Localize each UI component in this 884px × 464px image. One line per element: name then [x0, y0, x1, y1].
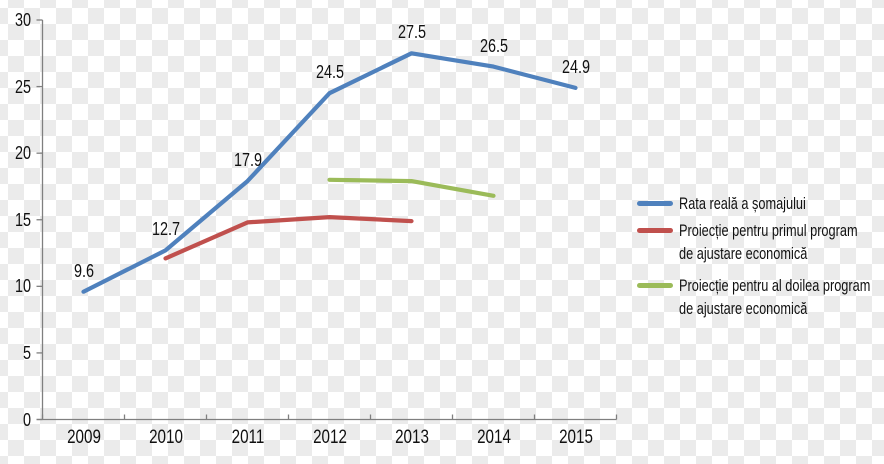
legend-label-line2: de ajustare economică [679, 244, 808, 263]
y-axis-label: 5 [22, 342, 31, 363]
legend-item-actual-rate: Rata reală a șomajului [637, 192, 883, 215]
y-axis-label: 10 [14, 276, 32, 297]
legend-label-line1: Proiecție pentru primul program [679, 221, 858, 240]
x-axis-label: 2011 [231, 427, 264, 448]
y-axis-label: 0 [22, 409, 31, 430]
series-line-1 [163, 215, 414, 261]
chart-legend: Rata reală a șomajului Proiecție pentru … [637, 192, 883, 320]
series-line-0 [81, 51, 578, 294]
legend-label-line2: de ajustare economică [679, 299, 808, 318]
x-axis-label: 2010 [148, 427, 183, 448]
x-axis-label: 2013 [394, 427, 429, 448]
data-label: 17.9 [233, 150, 262, 171]
y-axis-label: 15 [14, 209, 32, 230]
y-axis-label: 20 [14, 143, 32, 164]
x-axis-label: 2012 [312, 427, 347, 448]
data-label: 24.9 [561, 56, 590, 77]
data-label: 26.5 [479, 35, 508, 56]
series-line-2 [327, 177, 496, 198]
legend-label: Proiecție pentru primul program de ajust… [679, 219, 858, 265]
y-axis-label: 30 [14, 10, 32, 30]
legend-swatch-blue [637, 201, 673, 206]
data-label: 27.5 [397, 22, 426, 43]
legend-label: Rata reală a șomajului [679, 194, 806, 213]
legend-label-line1: Proiecție pentru al doilea program [679, 276, 871, 295]
legend-swatch-green [637, 283, 673, 288]
x-axis-label: 2009 [66, 427, 101, 448]
data-label: 9.6 [73, 260, 94, 281]
x-axis-label: 2014 [476, 427, 511, 448]
legend-swatch-red [637, 228, 673, 233]
x-axis-label: 2015 [558, 427, 593, 448]
legend-label: Proiecție pentru al doilea program de aj… [679, 274, 870, 320]
y-axis-label: 25 [14, 76, 32, 97]
data-label: 24.5 [315, 62, 344, 83]
data-label: 12.7 [151, 219, 180, 240]
legend-item-first-program: Proiecție pentru primul program de ajust… [637, 219, 883, 265]
legend-item-second-program: Proiecție pentru al doilea program de aj… [637, 274, 883, 320]
